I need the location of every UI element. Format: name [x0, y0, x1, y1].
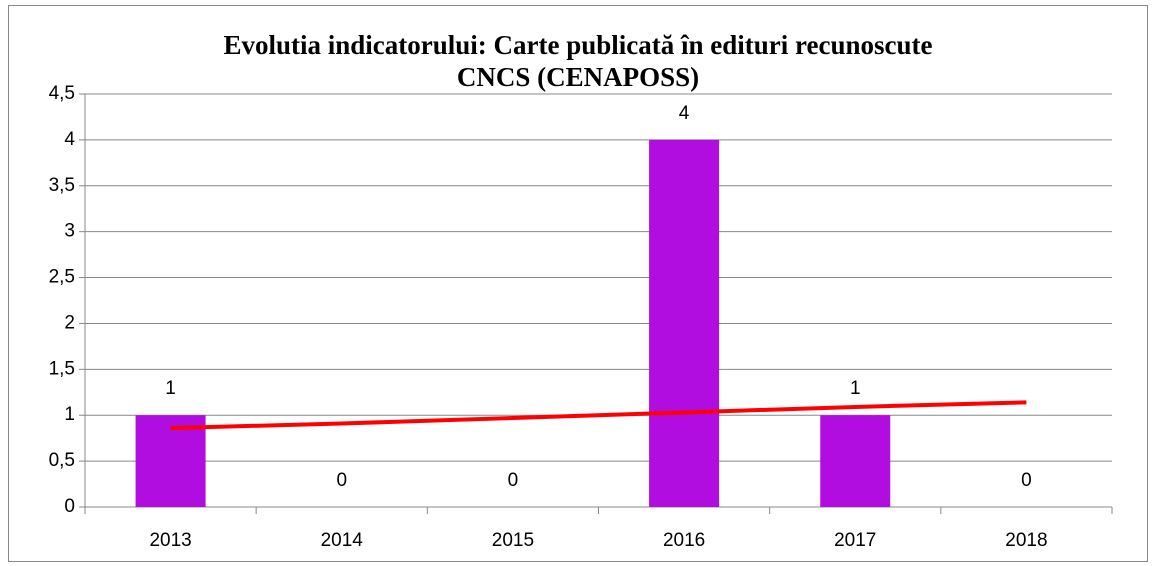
y-tick-label: 2,5 [49, 267, 75, 288]
x-tick-label: 2018 [1005, 530, 1047, 551]
chart-title: Evolutia indicatorului: Carte publicată … [223, 30, 932, 60]
y-tick-label: 4,5 [49, 83, 75, 104]
y-tick-label: 3 [64, 221, 75, 242]
x-tick-label: 2013 [149, 530, 191, 551]
chart-title: CNCS (CENAPOSS) [457, 62, 699, 92]
data-label: 4 [679, 103, 690, 124]
x-tick-label: 2015 [492, 530, 534, 551]
y-tick-label: 0 [64, 496, 75, 517]
y-tick-label: 1,5 [49, 358, 75, 379]
data-label: 1 [850, 378, 861, 399]
data-label: 0 [1021, 470, 1032, 491]
bar [820, 415, 891, 507]
x-tick-label: 2016 [663, 530, 705, 551]
y-tick-label: 2 [64, 312, 75, 333]
data-label: 1 [165, 378, 176, 399]
trendline [170, 400, 1027, 431]
x-tick-label: 2017 [834, 530, 876, 551]
data-label: 0 [336, 470, 347, 491]
bar [649, 139, 720, 507]
y-tick-label: 4 [64, 129, 75, 150]
x-tick-label: 2014 [321, 530, 364, 551]
bar [135, 415, 206, 507]
y-tick-label: 0,5 [49, 450, 75, 471]
y-tick-label: 3,5 [49, 175, 75, 196]
data-label: 0 [508, 470, 519, 491]
y-tick-label: 1 [64, 404, 75, 425]
